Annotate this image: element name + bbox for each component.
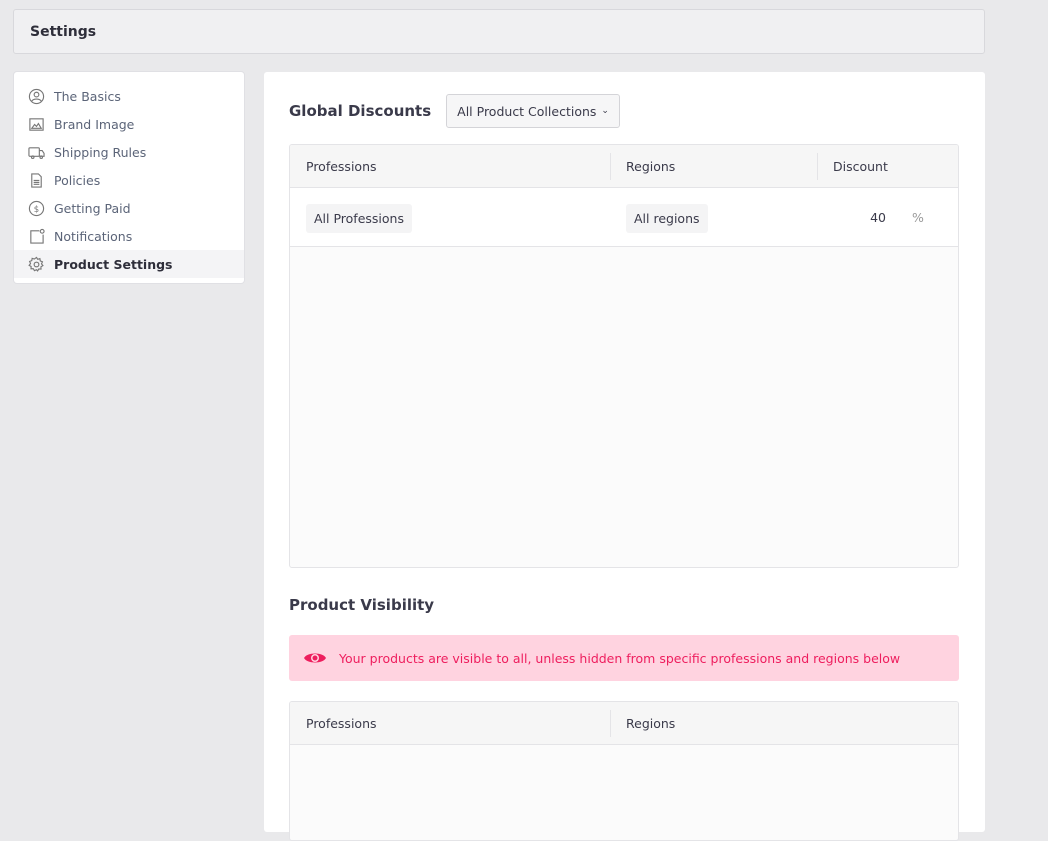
document-icon (31, 172, 42, 188)
sidebar-item-label: Policies (54, 172, 101, 188)
sidebar-item-label: The Basics (54, 88, 121, 104)
global-discounts-title: Global Discounts (289, 102, 432, 120)
sidebar-item-label: Getting Paid (54, 200, 131, 216)
chevron-down-icon: ⌄ (601, 106, 609, 116)
column-header-regions: Regions (626, 158, 676, 174)
product-visibility-title: Product Visibility (289, 596, 435, 614)
column-header-professions: Professions (306, 715, 377, 731)
percent-unit: % (912, 210, 924, 225)
eye-icon (304, 653, 326, 663)
page-title: Settings (30, 23, 97, 40)
discounts-table: Professions Regions Discount All Profess… (289, 144, 959, 568)
visibility-table: Professions Regions (289, 701, 959, 841)
sidebar-item-shipping-rules[interactable]: Shipping Rules (14, 138, 244, 166)
sidebar-item-label: Brand Image (54, 116, 135, 132)
region-chip[interactable]: All regions (626, 204, 708, 233)
sidebar-item-label: Shipping Rules (54, 144, 147, 160)
column-header-professions: Professions (306, 158, 377, 174)
sidebar-item-policies[interactable]: Policies (14, 166, 244, 194)
select-value: All Product Collections (457, 103, 597, 119)
settings-header: Settings (13, 9, 985, 54)
sidebar-item-the-basics[interactable]: The Basics (14, 82, 244, 110)
table-header: Professions Regions (290, 702, 958, 745)
sidebar-item-product-settings[interactable]: Product Settings (14, 250, 244, 278)
table-row: All Professions All regions 40 % (290, 188, 958, 247)
sidebar-item-notifications[interactable]: Notifications (14, 222, 244, 250)
truck-icon (28, 146, 45, 159)
visibility-alert: Your products are visible to all, unless… (289, 635, 959, 681)
alert-text: Your products are visible to all, unless… (339, 650, 901, 666)
sidebar-item-label: Product Settings (54, 256, 173, 272)
dollar-circle-icon: $ (28, 200, 45, 216)
table-header: Professions Regions Discount (290, 145, 958, 188)
discount-input[interactable]: 40 (870, 210, 886, 225)
profession-chip[interactable]: All Professions (306, 204, 412, 233)
sidebar-item-label: Notifications (54, 228, 133, 244)
settings-sidebar: The Basics Brand Image Shipping Rules Po… (14, 72, 244, 283)
svg-text:$: $ (34, 204, 39, 214)
column-header-discount: Discount (833, 158, 888, 174)
sidebar-item-getting-paid[interactable]: $ Getting Paid (14, 194, 244, 222)
user-circle-icon (28, 88, 45, 104)
gear-icon (28, 256, 44, 272)
column-header-regions: Regions (626, 715, 676, 731)
notification-icon (30, 228, 45, 244)
product-collection-select[interactable]: All Product Collections ⌄ (446, 94, 620, 128)
product-settings-panel: Global Discounts All Product Collections… (264, 72, 985, 841)
sidebar-item-brand-image[interactable]: Brand Image (14, 110, 244, 138)
image-icon (29, 117, 44, 131)
